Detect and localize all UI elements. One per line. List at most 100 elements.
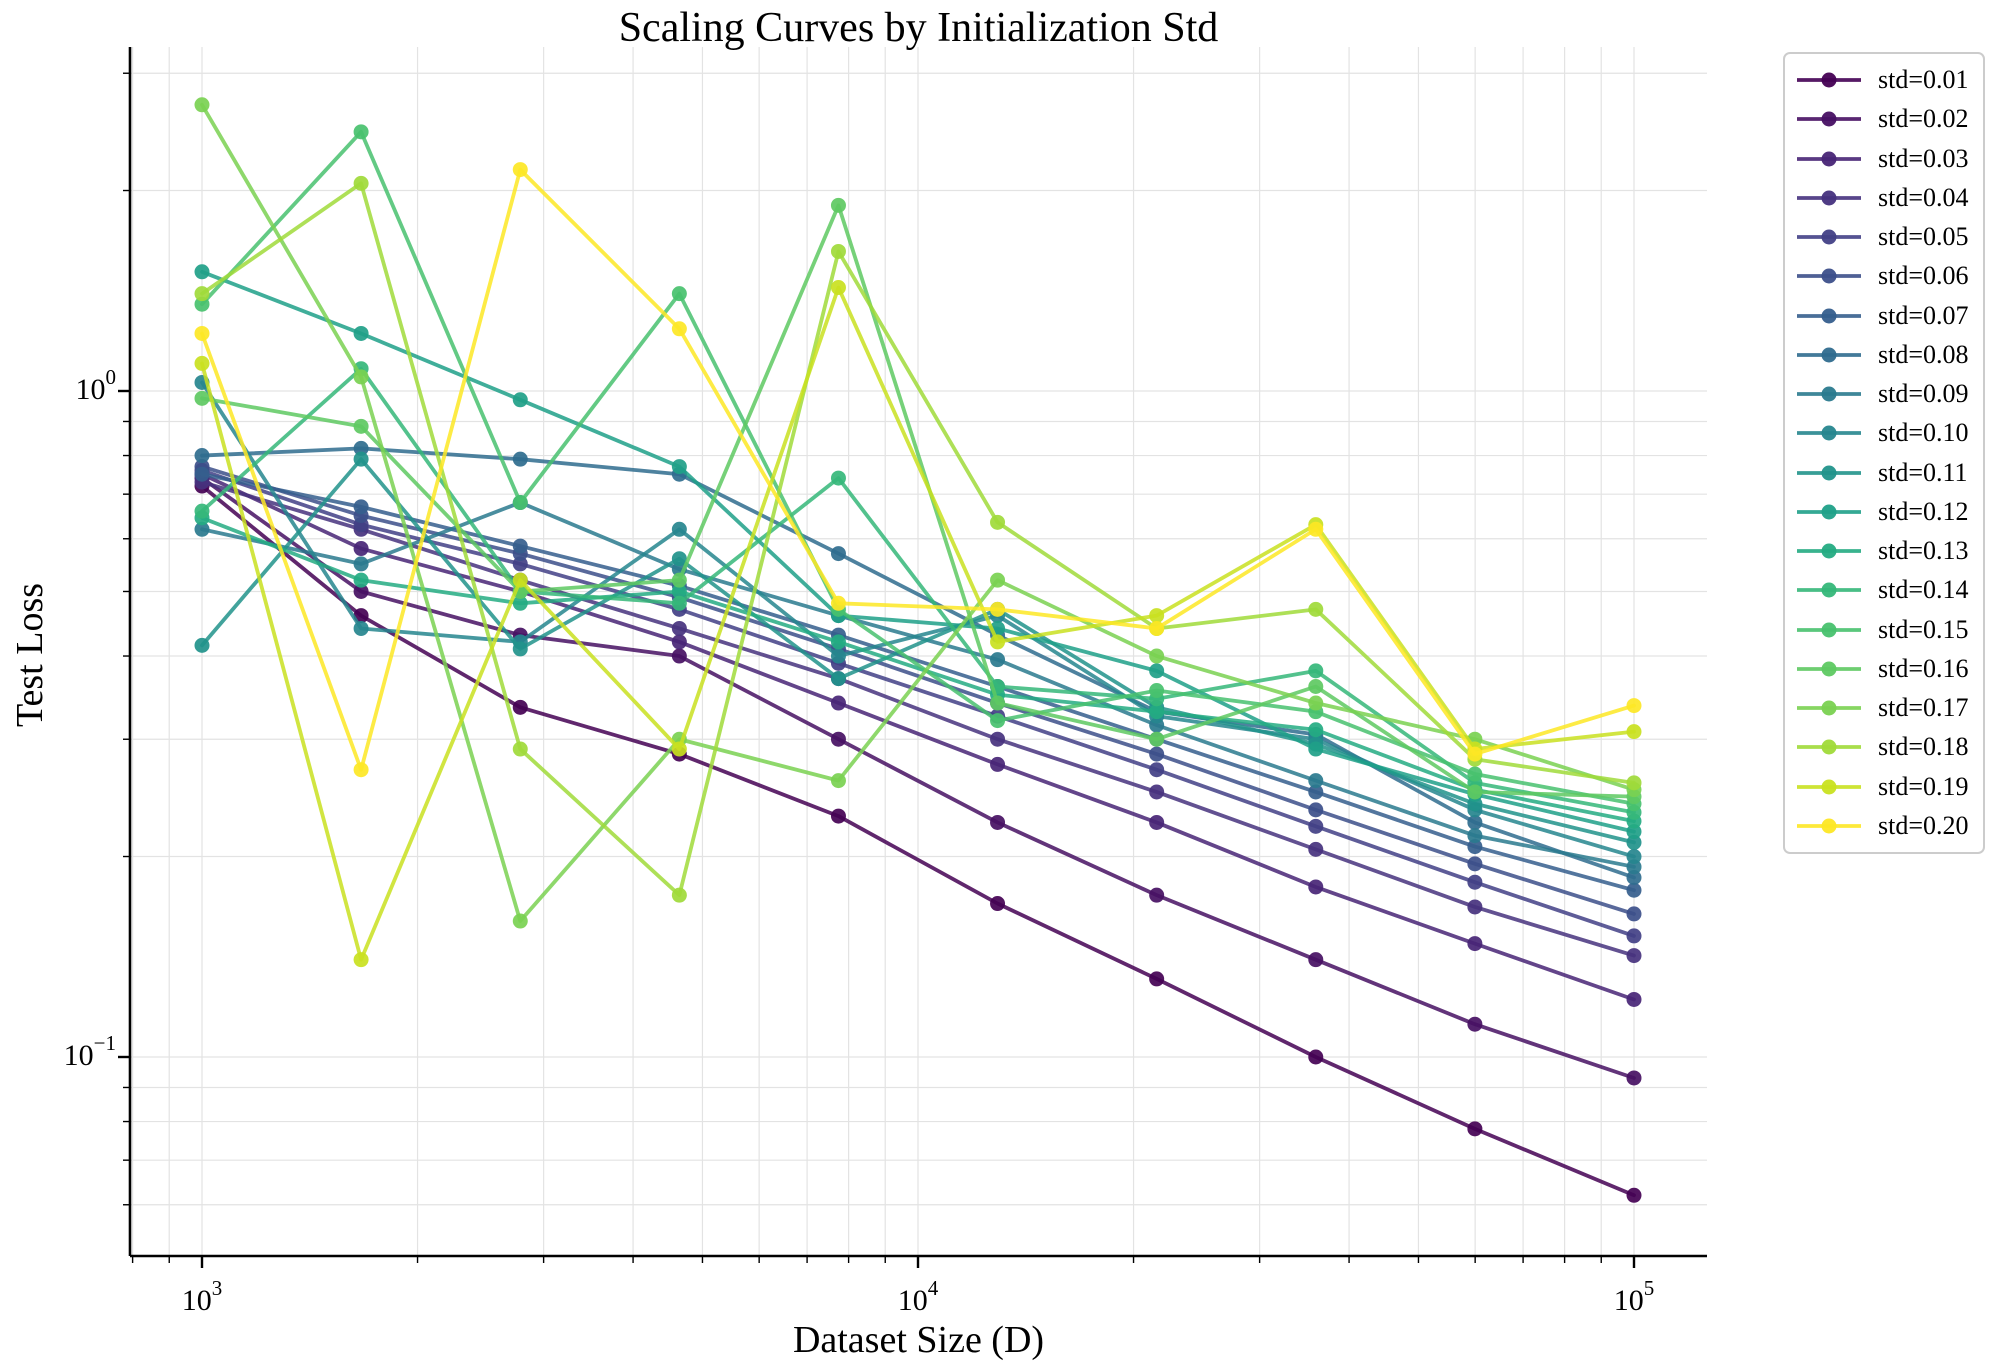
series-line bbox=[200, 446, 1636, 880]
data-point-marker bbox=[830, 695, 846, 711]
data-point-marker bbox=[990, 896, 1006, 912]
legend-item-label: std=0.12 bbox=[1878, 496, 1969, 526]
data-point-marker bbox=[1149, 704, 1165, 720]
data-point-marker bbox=[1308, 679, 1324, 695]
legend-item-label: std=0.08 bbox=[1878, 339, 1969, 369]
legend-item-label: std=0.20 bbox=[1878, 810, 1969, 840]
data-point-marker bbox=[1308, 695, 1324, 711]
legend-item-label: std=0.01 bbox=[1878, 65, 1969, 94]
legend-item: std=0.11 bbox=[1785, 456, 1983, 490]
series-std=0.14 bbox=[194, 361, 1642, 820]
legend-item: std=0.19 bbox=[1785, 770, 1983, 804]
legend-item-label: std=0.13 bbox=[1878, 536, 1969, 565]
legend-item-label: std=0.09 bbox=[1878, 379, 1969, 408]
legend-line-marker-icon bbox=[1797, 779, 1861, 794]
series-line bbox=[200, 484, 1636, 1198]
legend-item: std=0.02 bbox=[1785, 102, 1983, 136]
data-point-marker bbox=[1149, 731, 1165, 747]
data-point-marker bbox=[1467, 784, 1483, 800]
data-point-marker bbox=[830, 280, 846, 296]
series-line bbox=[200, 285, 1636, 962]
legend-line-marker-icon bbox=[1797, 308, 1861, 323]
legend-item: std=0.06 bbox=[1785, 259, 1983, 293]
data-point-marker bbox=[512, 572, 528, 588]
data-point-marker bbox=[990, 695, 1006, 711]
y-tick-label: 10−1 bbox=[64, 1031, 116, 1072]
data-point-marker bbox=[194, 97, 210, 113]
data-point-marker bbox=[194, 448, 210, 464]
tick-labels: 103 104 105 100 10−1 bbox=[64, 365, 1655, 1317]
legend-item-label: std=0.10 bbox=[1878, 418, 1969, 448]
data-point-marker bbox=[1467, 856, 1483, 872]
legend-item: std=0.17 bbox=[1785, 691, 1983, 725]
data-point-marker bbox=[194, 286, 210, 302]
legend-line-marker-icon bbox=[1797, 190, 1861, 206]
grid bbox=[130, 47, 1707, 1256]
legend-item-label: std=0.14 bbox=[1878, 575, 1969, 605]
data-point-marker bbox=[990, 652, 1006, 668]
data-point-marker bbox=[1626, 849, 1642, 865]
data-point-marker bbox=[1308, 521, 1324, 537]
legend-item-label: std=0.19 bbox=[1878, 771, 1969, 801]
data-point-marker bbox=[194, 521, 210, 537]
legend-item-label: std=0.18 bbox=[1878, 732, 1969, 762]
legend-item: std=0.09 bbox=[1785, 377, 1983, 411]
data-point-marker bbox=[830, 648, 846, 664]
data-point-marker bbox=[830, 773, 846, 789]
data-point-marker bbox=[1626, 882, 1642, 898]
legend-line-marker-icon bbox=[1797, 229, 1861, 245]
data-point-marker bbox=[1467, 766, 1483, 782]
data-point-marker bbox=[1308, 952, 1324, 968]
data-point-marker bbox=[1149, 814, 1165, 830]
legend-item: std=0.03 bbox=[1785, 142, 1983, 176]
legend-item: std=0.16 bbox=[1785, 652, 1983, 686]
data-point-marker bbox=[353, 556, 369, 572]
data-point-marker bbox=[990, 756, 1006, 772]
data-point-marker bbox=[671, 620, 687, 636]
data-point-marker bbox=[990, 572, 1006, 588]
legend-item: std=0.04 bbox=[1785, 181, 1983, 215]
data-point-marker bbox=[1467, 1121, 1483, 1137]
data-point-marker bbox=[194, 503, 210, 519]
legend: std=0.01 std=0.02 std=0.03 std=0.04 std=0.05… bbox=[1783, 52, 1985, 854]
data-point-marker bbox=[830, 470, 846, 486]
series-line bbox=[200, 366, 1636, 815]
legend-line-marker-icon bbox=[1797, 543, 1861, 559]
data-point-marker bbox=[1467, 899, 1483, 915]
data-point-marker bbox=[671, 551, 687, 567]
data-point-marker bbox=[830, 546, 846, 562]
series-line bbox=[200, 102, 1636, 923]
series-line bbox=[200, 203, 1636, 799]
data-point-marker bbox=[990, 601, 1006, 617]
data-point-marker bbox=[353, 175, 369, 191]
data-point-marker bbox=[353, 572, 369, 588]
data-point-marker bbox=[671, 521, 687, 537]
ticks bbox=[118, 72, 1636, 1268]
data-point-marker bbox=[1626, 834, 1642, 850]
legend-item-label: std=0.05 bbox=[1878, 222, 1969, 251]
series-std=0.20 bbox=[194, 162, 1642, 778]
data-point-marker bbox=[1467, 1016, 1483, 1032]
data-point-marker bbox=[1149, 663, 1165, 679]
data-point-marker bbox=[830, 671, 846, 687]
legend-line-marker-icon bbox=[1797, 661, 1861, 677]
data-point-marker bbox=[353, 124, 369, 140]
data-point-marker bbox=[1467, 746, 1483, 762]
legend-item: std=0.14 bbox=[1785, 573, 1983, 607]
data-point-marker bbox=[1308, 879, 1324, 895]
series-std=0.15 bbox=[194, 124, 1642, 812]
x-tick-label: 104 bbox=[898, 1276, 939, 1317]
legend-item: std=0.01 bbox=[1785, 63, 1983, 97]
legend-item: std=0.12 bbox=[1785, 495, 1983, 529]
data-point-marker bbox=[353, 541, 369, 557]
chart-title: Scaling Curves by Initialization Std bbox=[618, 5, 1219, 51]
data-point-marker bbox=[1626, 870, 1642, 886]
data-point-marker bbox=[1308, 802, 1324, 818]
series-line bbox=[200, 515, 1636, 824]
data-point-marker bbox=[1308, 1049, 1324, 1065]
data-point-marker bbox=[1149, 608, 1165, 624]
data-point-marker bbox=[1467, 839, 1483, 855]
legend-item: std=0.07 bbox=[1785, 299, 1983, 333]
